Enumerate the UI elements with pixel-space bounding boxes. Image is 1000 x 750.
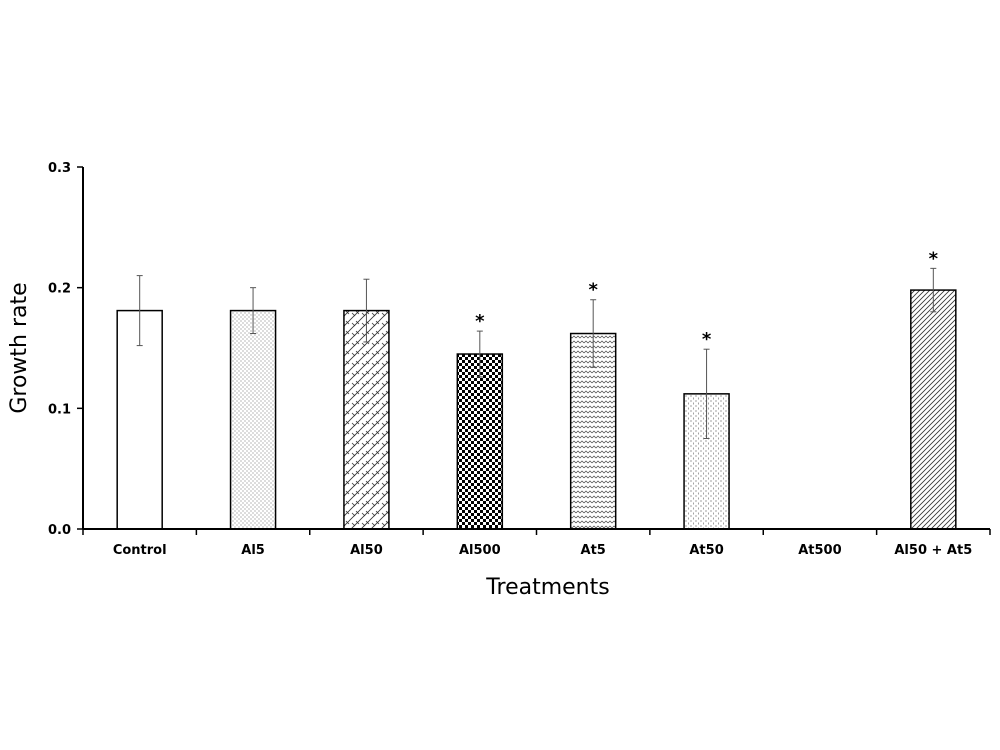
- bar: [116, 309, 163, 530]
- bar: [569, 332, 617, 530]
- x-tick-label: Al500: [459, 543, 501, 558]
- x-tick-label: At50: [689, 543, 723, 558]
- x-tick-label: At5: [581, 543, 606, 558]
- x-axis-label: Treatments: [485, 575, 609, 600]
- y-axis: 0.0 0.1 0.2 0.3: [48, 161, 84, 538]
- y-tick-label: 0.2: [48, 282, 71, 297]
- significance-marker: *: [588, 280, 598, 301]
- bars: * * * *: [116, 248, 957, 530]
- significance-marker: *: [475, 311, 485, 332]
- significance-marker: *: [702, 329, 712, 350]
- x-tick-label: Al50: [350, 543, 383, 558]
- x-axis: Control Al5 Al50 Al500 At5 At50 At500 Al50 + At…: [82, 528, 991, 558]
- bar: [910, 289, 957, 530]
- y-axis-label: Growth rate: [7, 282, 32, 413]
- x-tick-label: Al50 + At5: [894, 543, 972, 558]
- y-tick-label: 0.1: [48, 402, 71, 417]
- bar: [456, 353, 504, 530]
- bar: [343, 309, 390, 530]
- y-tick-label: 0.0: [48, 523, 71, 538]
- significance-marker: *: [929, 248, 939, 269]
- x-tick-label: Control: [113, 543, 167, 558]
- y-tick-label: 0.3: [48, 161, 71, 176]
- x-tick-label: At500: [798, 543, 841, 558]
- bar: [229, 309, 277, 530]
- x-tick-label: Al5: [241, 543, 265, 558]
